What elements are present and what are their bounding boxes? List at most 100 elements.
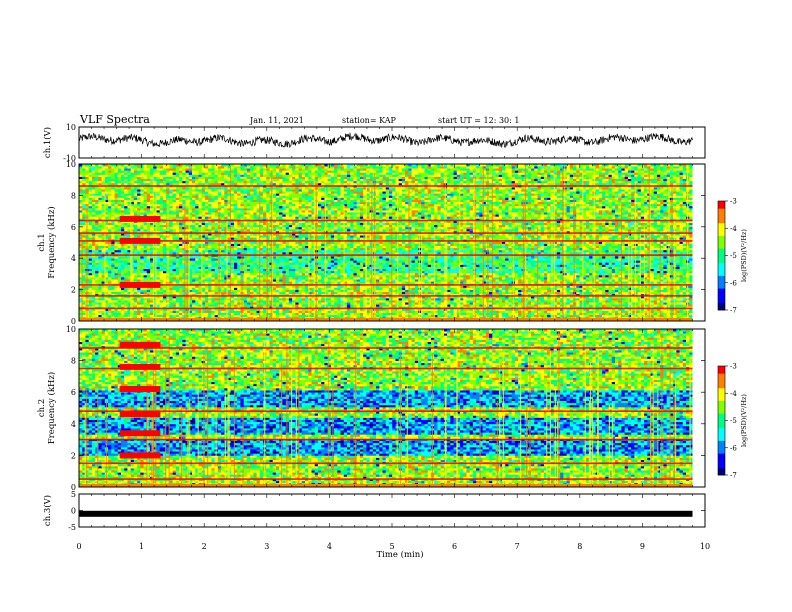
spectrogram-cell	[302, 271, 306, 273]
spectrogram-cell	[589, 304, 593, 306]
spectrogram-cell	[279, 279, 283, 281]
spectrogram-cell	[499, 285, 503, 287]
spectrogram-cell	[279, 269, 283, 271]
spectrogram-cell	[689, 315, 693, 317]
spectrogram-cell	[276, 311, 280, 313]
spectrogram-cell	[599, 298, 603, 300]
spectrogram-cell	[92, 311, 96, 313]
spectrogram-cell	[115, 271, 119, 273]
spectrogram-cell	[295, 273, 299, 275]
spectrogram-cell	[328, 275, 332, 277]
spectrogram-cell	[192, 279, 196, 281]
spectrogram-cell	[357, 285, 361, 287]
spectrogram-cell	[295, 288, 299, 290]
spectrogram-cell	[253, 277, 257, 279]
spectrogram-cell	[231, 273, 235, 275]
spectrogram-cell	[479, 281, 483, 283]
spectrogram-cell	[479, 315, 483, 317]
spectrogram-cell	[505, 275, 509, 277]
spectrogram-cell	[350, 269, 354, 271]
spectrogram-cell	[612, 285, 616, 287]
spectrogram-cell	[415, 290, 419, 292]
spectrogram-cell	[292, 281, 296, 283]
spectrogram-cell	[334, 290, 338, 292]
spectrogram-cell	[476, 277, 480, 279]
spectrogram-cell	[683, 311, 687, 313]
spectrogram-cell	[318, 267, 322, 269]
spectrogram-cell	[140, 300, 144, 302]
spectrogram-cell	[360, 273, 364, 275]
spectrogram-cell	[169, 267, 173, 269]
spectrogram-cell	[211, 267, 215, 269]
spectrogram-cell	[450, 275, 454, 277]
spectrogram-cell	[337, 300, 341, 302]
spectrogram-cell	[547, 311, 551, 313]
spectrogram-cell	[567, 290, 571, 292]
spectrogram-cell	[250, 281, 254, 283]
spectrogram-cell	[295, 290, 299, 292]
spectrogram-cell	[208, 311, 212, 313]
spectrogram-cell	[589, 285, 593, 287]
spectrogram-cell	[518, 277, 522, 279]
spectrogram-cell	[376, 304, 380, 306]
spectrogram-cell	[405, 302, 409, 304]
spectrogram-cell	[118, 313, 122, 315]
spectrogram-cell	[589, 313, 593, 315]
spectrogram-cell	[676, 315, 680, 317]
spectrogram-cell	[237, 267, 241, 269]
spectrogram-cell	[118, 302, 122, 304]
spectrogram-cell	[615, 304, 619, 306]
spectrogram-cell	[612, 298, 616, 300]
spectrogram-cell	[376, 313, 380, 315]
spectrogram-cell	[234, 281, 238, 283]
spectrogram-cell	[576, 277, 580, 279]
spectrogram-cell	[163, 315, 167, 317]
spectrogram-cell	[651, 281, 655, 283]
spectrogram-cell	[544, 269, 548, 271]
spectrogram-cell	[596, 273, 600, 275]
spectrogram-cell	[466, 311, 470, 313]
spectrogram-cell	[609, 304, 613, 306]
spectrogram-cell	[379, 285, 383, 287]
spectrogram-cell	[208, 285, 212, 287]
spectrogram-cell	[383, 269, 387, 271]
spectrogram-cell	[215, 267, 219, 269]
spectrogram-cell	[441, 302, 445, 304]
spectrogram-cell	[295, 311, 299, 313]
spectrogram-cell	[263, 290, 267, 292]
spectrogram-cell	[634, 304, 638, 306]
spectrogram-cell	[515, 315, 519, 317]
spectrogram-cell	[215, 311, 219, 313]
spectrogram-cell	[412, 271, 416, 273]
spectrogram-cell	[470, 304, 474, 306]
spectrogram-cell	[337, 281, 341, 283]
spectrogram-cell	[634, 313, 638, 315]
spectrogram-cell	[576, 288, 580, 290]
spectrogram-cell	[589, 281, 593, 283]
spectrogram-cell	[589, 298, 593, 300]
spectrogram-cell	[547, 275, 551, 277]
spectrogram-cell	[121, 273, 125, 275]
spectrogram-cell	[134, 279, 138, 281]
spectrogram-cell	[412, 285, 416, 287]
spectrogram-cell	[518, 313, 522, 315]
spectrogram-cell	[505, 271, 509, 273]
spectrogram-cell	[89, 315, 93, 317]
spectrogram-cell	[541, 275, 545, 277]
spectrogram-cell	[399, 290, 403, 292]
spectrogram-cell	[383, 311, 387, 313]
spectrogram-cell	[134, 273, 138, 275]
spectrogram-cell	[160, 302, 164, 304]
spectrogram-cell	[379, 311, 383, 313]
spectrogram-cell	[680, 281, 684, 283]
spectrogram-cell	[134, 302, 138, 304]
spectrogram-cell	[567, 285, 571, 287]
spectrogram-cell	[531, 273, 535, 275]
spectrogram-cell	[441, 285, 445, 287]
spectrogram-cell	[286, 275, 290, 277]
spectrogram-cell	[156, 311, 160, 313]
spectrogram-cell	[140, 273, 144, 275]
spectrogram-cell	[576, 269, 580, 271]
spectrogram-cell	[286, 292, 290, 294]
spectrogram-cell	[260, 298, 264, 300]
